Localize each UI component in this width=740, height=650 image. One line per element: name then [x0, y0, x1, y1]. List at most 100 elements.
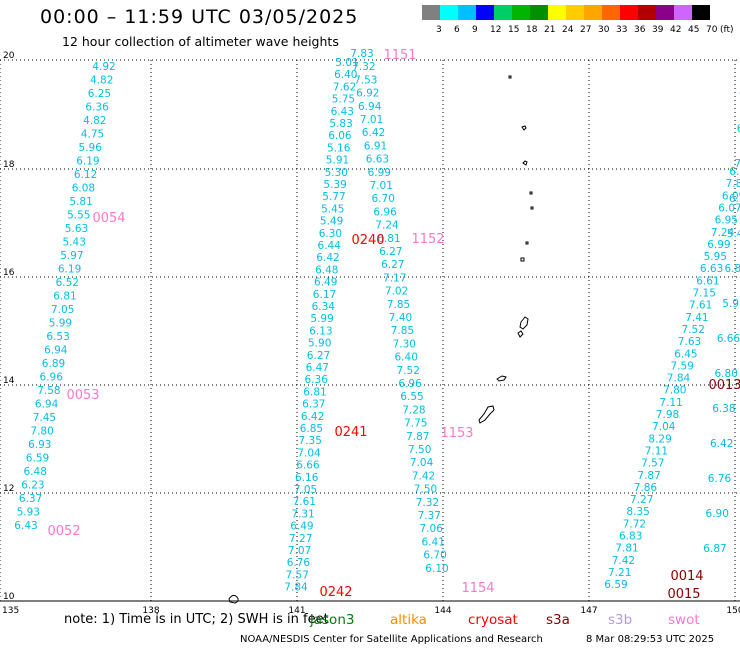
swh-value: 7.80 [726, 178, 740, 190]
swh-value: 7.50 [414, 484, 437, 496]
swh-value: 7.27 [289, 533, 312, 545]
swh-value: 6.27 [381, 259, 404, 271]
swh-value: 6.87 [703, 543, 726, 555]
swh-value: 6.59 [26, 453, 49, 465]
legend-swatch [494, 5, 512, 20]
legend-label: 27 [580, 25, 592, 35]
swh-value: 7.81 [615, 543, 638, 555]
swh-value: 7.45 [33, 412, 56, 424]
swh-value: 6.27 [307, 350, 330, 362]
y-tick-label: 14 [3, 376, 15, 386]
swh-value: 7.58 [37, 385, 60, 397]
swh-value: 6.96 [398, 378, 422, 390]
legend-swatch [638, 5, 656, 20]
swh-value: 5.99 [310, 313, 333, 325]
satellite-s3a: s3a [546, 612, 570, 628]
island-guam [478, 405, 495, 424]
legend-label: 9 [472, 25, 478, 35]
swh-value: 6. [737, 123, 740, 135]
swh-value: 6.08 [72, 183, 95, 195]
swh-value: 7.24 [375, 220, 399, 232]
swh-value: 6.41 [422, 536, 445, 548]
legend-swatch [620, 5, 638, 20]
swh-value: 5.83 [329, 118, 352, 130]
swh-value: 6.81 [377, 233, 400, 245]
pass-labels: 1151 0054 0240 1152 0053 0241 1153 0052 0242 1154… [47, 48, 740, 602]
note-text: note: 1) Time is in UTC; 2) SWH is in fe… [64, 612, 329, 627]
island-small-1 [529, 191, 533, 195]
legend-label: 39 [652, 25, 664, 35]
legend-label: 45 [688, 25, 700, 35]
swh-value: 5.93 [17, 507, 40, 519]
legend-unit: (ft) [720, 25, 734, 35]
swh-value: 6.40 [334, 69, 357, 81]
swh-value: 6.12 [74, 169, 97, 181]
swh-value: 5.97 [60, 250, 83, 262]
islands [228, 75, 534, 604]
swh-value: 6.19 [76, 156, 99, 168]
swh-value: 6.70 [372, 193, 395, 205]
legend-swatch [458, 5, 476, 20]
legend-swatch [674, 5, 692, 20]
swh-value: 7.04 [297, 447, 321, 459]
swh-value: 5.90 [308, 338, 331, 350]
lat-lon-grid: 135 138 141 144 147 150 20 18 16 14 12 10 [0, 51, 740, 616]
swh-value: 6.96 [373, 206, 397, 218]
swh-value: 6.94 [35, 399, 59, 411]
y-tick-label: 20 [3, 51, 15, 61]
swh-value: 7.15 [693, 288, 716, 300]
island-alamagan [520, 257, 525, 262]
swh-value: 7.42 [412, 470, 435, 482]
swh-value: 7.87 [637, 470, 660, 482]
pass-label: 1154 [461, 581, 494, 596]
swh-value: 6.61 [696, 275, 719, 287]
pass-label: 0054 [92, 211, 125, 226]
swh-value: 6.34 [312, 301, 336, 313]
swh-value: 6.52 [56, 277, 79, 289]
swh-value: 8.35 [626, 506, 649, 518]
swh-value: 6.66 [296, 460, 320, 472]
x-tick-label: 141 [288, 606, 305, 616]
legend-swatch [512, 5, 530, 20]
swh-value: 7.31 [291, 508, 314, 520]
swh-value: 5.16 [327, 142, 351, 154]
swh-value: 4.82 [90, 75, 113, 87]
swh-value: 5.77 [322, 191, 345, 203]
swh-value: 6.94 [44, 345, 68, 357]
swh-value: 6.63 [366, 154, 389, 166]
swh-value: 7.30 [393, 338, 416, 350]
swh-value: 7.62 [333, 81, 356, 93]
swh-value: 6.27 [379, 246, 402, 258]
swh-value: 7.80 [30, 426, 53, 438]
y-tick-label: 10 [3, 592, 15, 602]
swh-value: 7.75 [404, 418, 427, 430]
x-tick-label: 138 [142, 606, 159, 616]
swh-value: 6.81 [53, 291, 76, 303]
swh-value: 7.87 [406, 431, 429, 443]
swh-value: 7.52 [682, 324, 705, 336]
swh-value: 6.96 [40, 372, 64, 384]
swh-value: 5.75 [332, 94, 355, 106]
legend-label: 30 [598, 25, 610, 35]
swh-value: 6. [739, 88, 740, 100]
swh-value: 6.81 [303, 386, 326, 398]
map-title: 00:00 – 11:59 UTC 03/05/2025 [40, 6, 359, 28]
swh-value: 6.19 [58, 264, 81, 276]
pass-label: 1151 [383, 48, 416, 63]
swh-value: 7.17 [383, 272, 406, 284]
swh-value: 5.43 [63, 237, 86, 249]
swh-value: 6.43 [14, 520, 37, 532]
legend-label: 6 [454, 25, 460, 35]
swh-value: 6.42 [301, 411, 324, 423]
pass-label: 0014 [670, 569, 703, 584]
swh-value: 5.95 [704, 251, 727, 263]
swh-value: 6.63 [700, 263, 723, 275]
swh-value: 6.42 [362, 127, 385, 139]
island-north [508, 75, 512, 79]
swh-tracks: 4.924.826.256.364.824.755.966.196.126.08… [14, 48, 740, 594]
swh-value: 5.96 [79, 142, 103, 154]
swh-value: 7.42 [612, 555, 635, 567]
island-tinian [517, 330, 524, 338]
satellite-cryosat: cryosat [468, 612, 518, 628]
